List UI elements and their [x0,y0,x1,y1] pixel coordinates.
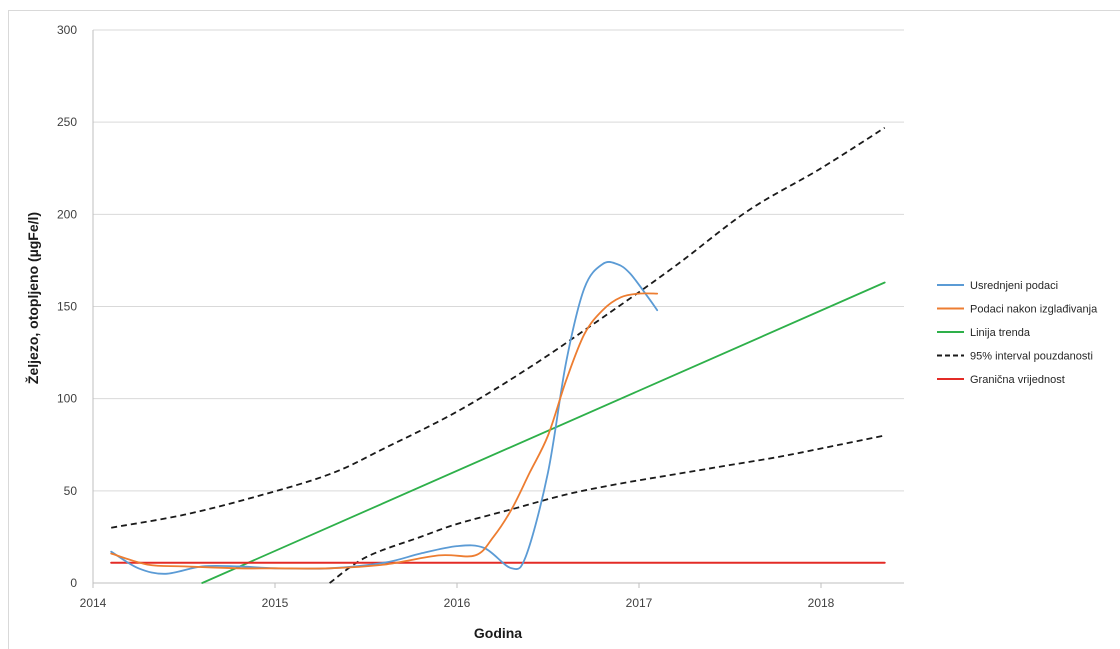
series-line-4 [329,434,885,584]
legend-item: Usrednjeni podaci [937,280,1058,292]
grid-layer [93,29,904,492]
x-axis-title: Godina [474,625,522,641]
x-tick-label: 2018 [808,596,835,610]
x-tick-label: 2014 [80,596,107,610]
legend-item: 95% interval pouzdanosti [937,351,1093,363]
y-tick-label: 0 [70,576,77,590]
y-tick-label: 250 [57,115,77,129]
legend-label: Usrednjeni podaci [970,280,1058,292]
legend-item: Granična vrijednost [937,374,1065,386]
ticks-layer: 0 50 100 150 200 250 300 2014 2015 2016 2017 2018 [57,23,835,610]
axes-layer [92,30,904,588]
legend-item: Linija trenda [937,327,1031,339]
series-line-0 [110,261,659,575]
x-tick-label: 2017 [626,596,653,610]
legend-item: Podaci nakon izglađivanja [937,304,1098,316]
series-layer [110,126,886,584]
series-line-3 [111,126,886,529]
y-tick-label: 100 [57,392,77,406]
series-line-2 [201,281,886,584]
x-tick-label: 2015 [262,596,289,610]
legend-label: Granična vrijednost [970,374,1065,386]
y-tick-label: 50 [64,484,78,498]
y-tick-label: 300 [57,23,77,37]
series-line-1 [110,292,659,570]
y-tick-label: 150 [57,300,77,314]
y-axis-title: Željezo, otopljeno (µgFe/l) [24,212,41,384]
y-tick-label: 200 [57,207,77,221]
chart-frame [8,10,1120,649]
legend: Usrednjeni podaci Podaci nakon izglađivan… [937,280,1098,386]
legend-label: Podaci nakon izglađivanja [970,304,1098,316]
legend-label: Linija trenda [970,327,1031,339]
x-tick-label: 2016 [444,596,471,610]
legend-label: 95% interval pouzdanosti [970,351,1093,363]
